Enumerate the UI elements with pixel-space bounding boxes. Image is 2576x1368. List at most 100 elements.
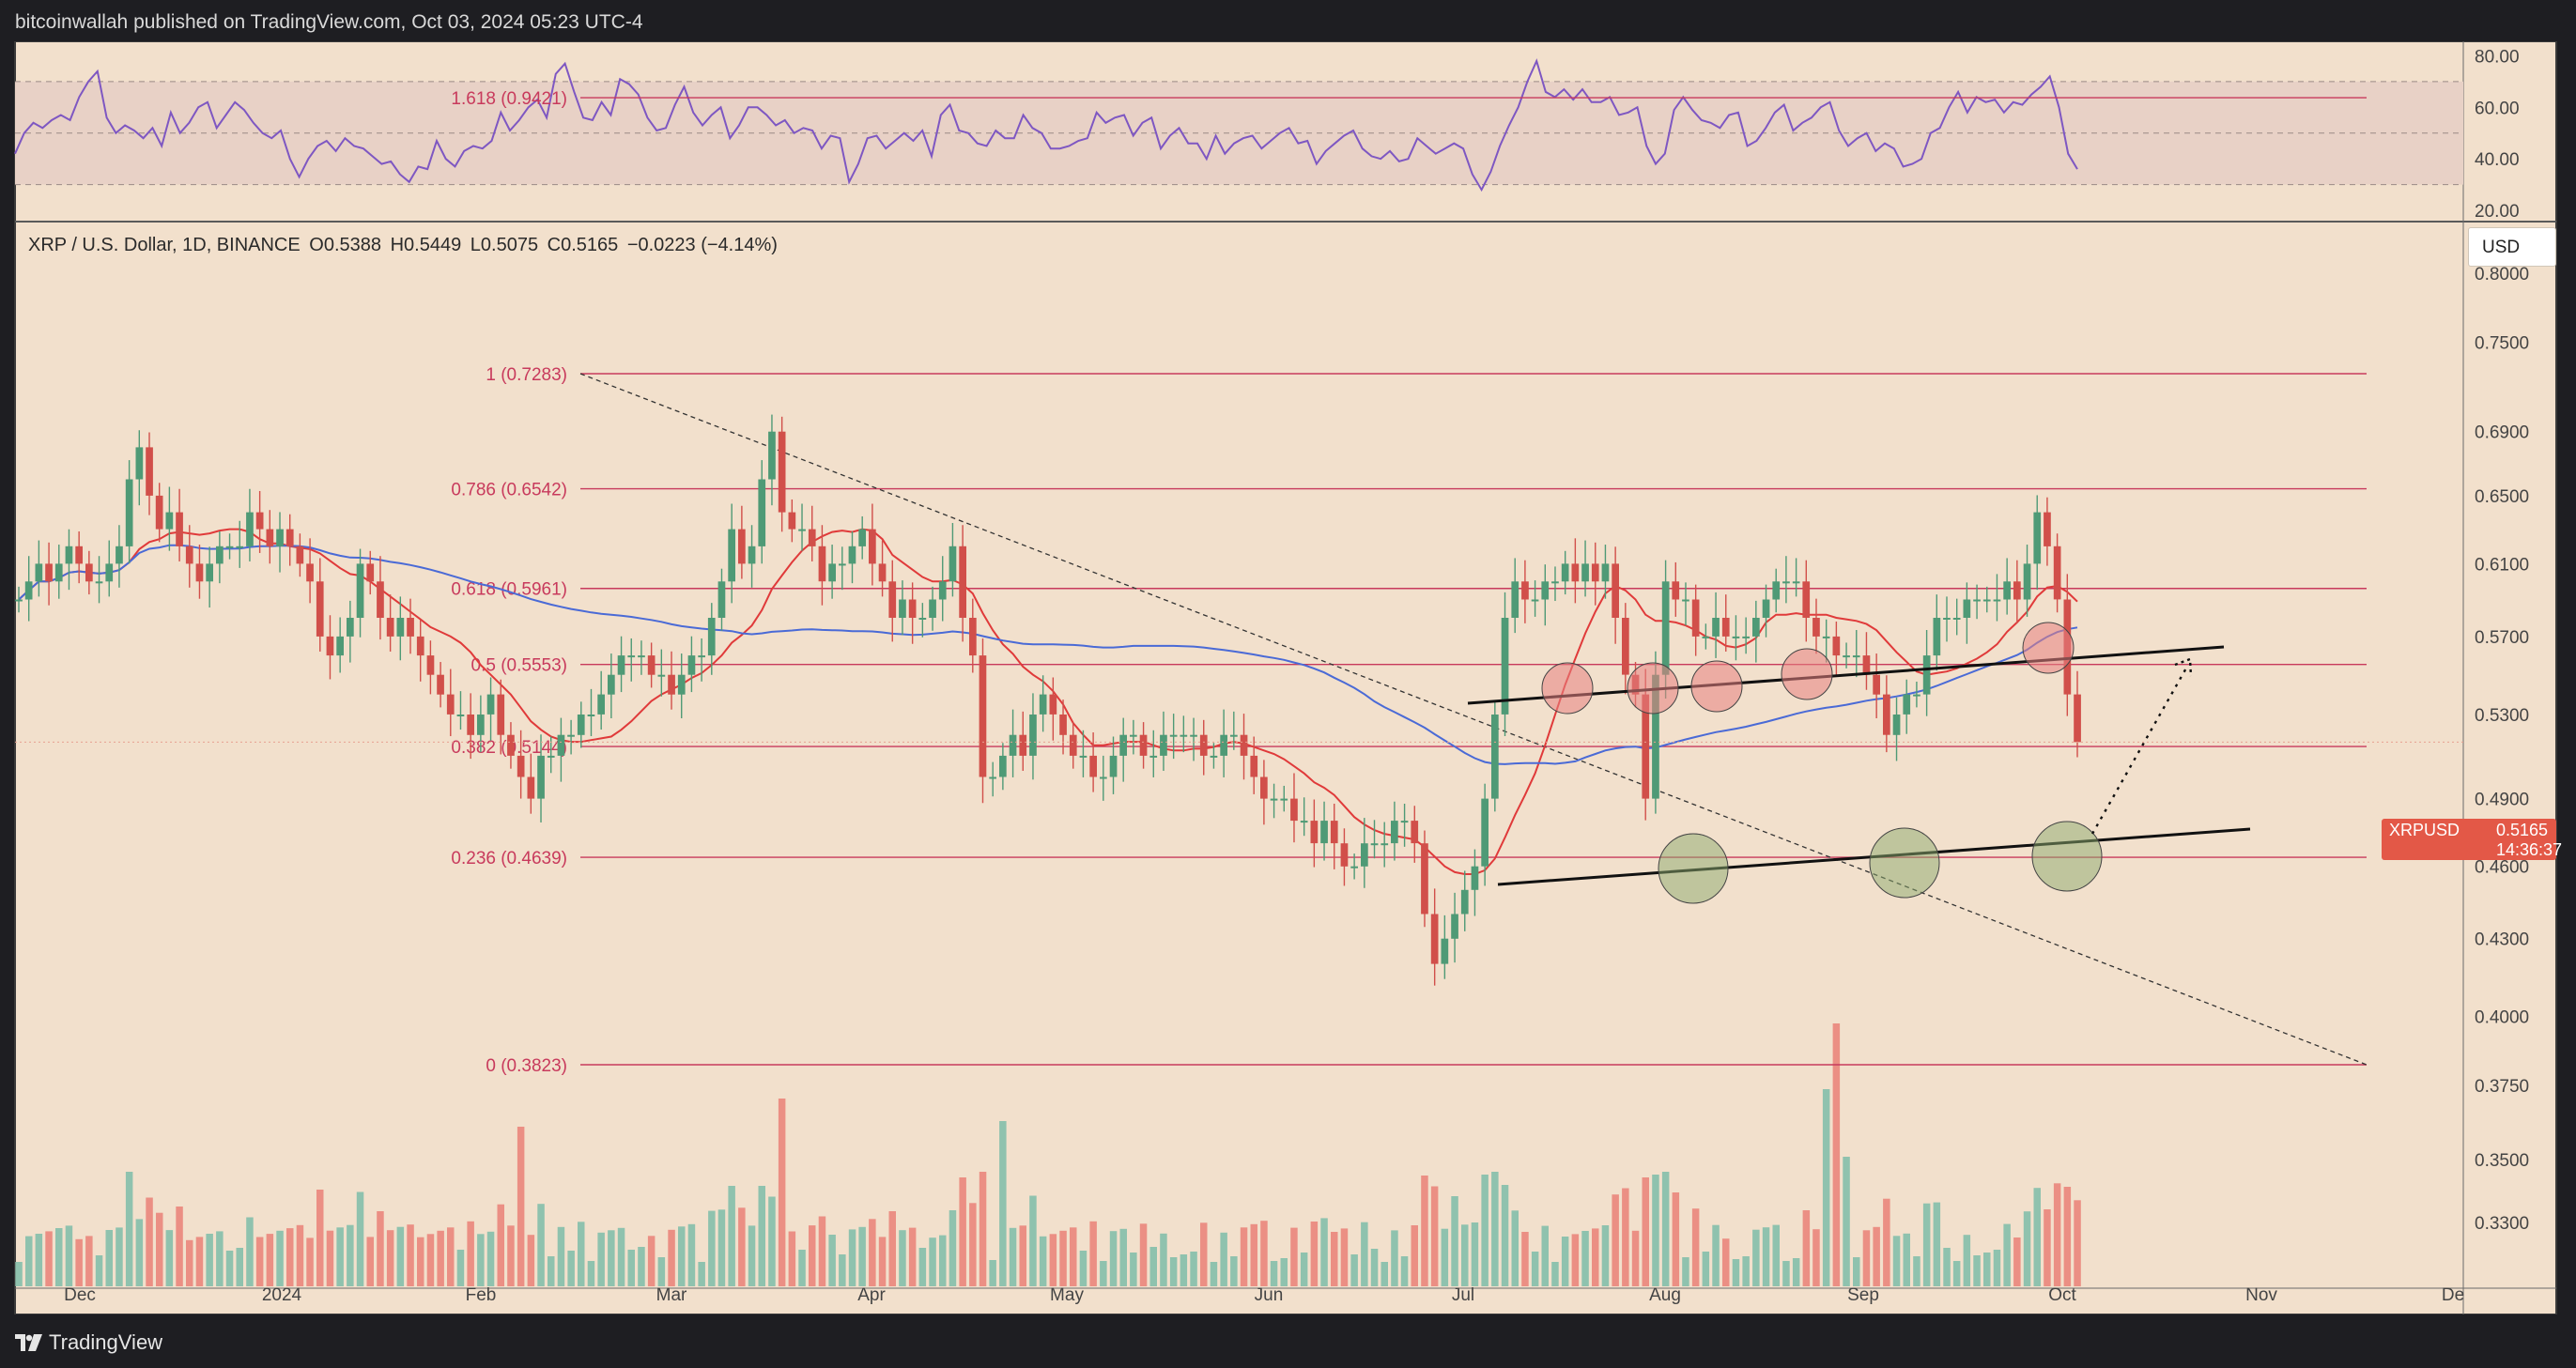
volume-bar bbox=[135, 1219, 144, 1286]
volume-bar bbox=[798, 1250, 806, 1286]
time-tick-label: Jun bbox=[1255, 1285, 1284, 1305]
candle-up bbox=[24, 581, 33, 600]
fib-level-label: 0.786 (0.6542) bbox=[451, 481, 567, 500]
candle-up bbox=[54, 563, 63, 582]
volume-bar bbox=[1702, 1252, 1710, 1286]
candle-down bbox=[647, 655, 656, 675]
candle-up bbox=[105, 563, 114, 582]
candle-up bbox=[929, 599, 936, 618]
tradingview-logo[interactable]: TradingView bbox=[15, 1330, 162, 1355]
candle-up bbox=[1822, 636, 1830, 638]
candle-down bbox=[426, 655, 435, 675]
chart-canvas[interactable]: 80.00 60.00 40.00 20.00 1.618 (0.9421) 1 (0.7… bbox=[0, 41, 2576, 1314]
volume-bar bbox=[65, 1225, 73, 1286]
candle-up bbox=[1943, 618, 1951, 620]
volume-bar bbox=[1039, 1236, 1047, 1286]
currency-button[interactable]: USD bbox=[2468, 227, 2556, 267]
candle-up bbox=[1130, 734, 1137, 737]
candle-down bbox=[1521, 581, 1529, 600]
time-tick-label: Nov bbox=[2245, 1285, 2277, 1305]
volume-bar bbox=[45, 1231, 53, 1286]
volume-bar bbox=[225, 1251, 234, 1286]
candle-down bbox=[1421, 843, 1428, 915]
candle-up bbox=[1732, 636, 1740, 638]
candle-up bbox=[1903, 694, 1911, 715]
volume-bar bbox=[708, 1210, 716, 1286]
candle-up bbox=[1933, 618, 1941, 656]
candle-down bbox=[1049, 694, 1057, 715]
volume-bar bbox=[2023, 1211, 2031, 1286]
volume-bar bbox=[1762, 1227, 1770, 1286]
candle-down bbox=[285, 529, 294, 546]
candle-up bbox=[828, 563, 836, 582]
candle-up bbox=[1531, 599, 1539, 602]
price-tick-label: 0.3300 bbox=[2475, 1214, 2529, 1234]
volume-bar bbox=[1722, 1238, 1730, 1286]
volume-bar bbox=[1802, 1210, 1811, 1286]
candle-up bbox=[1702, 636, 1710, 638]
volume-bar bbox=[1541, 1225, 1549, 1286]
candle-down bbox=[1622, 618, 1629, 675]
candle-up bbox=[627, 655, 636, 658]
volume-bar bbox=[186, 1239, 193, 1286]
volume-bar bbox=[678, 1226, 686, 1286]
candle-up bbox=[1963, 599, 1971, 618]
volume-bar bbox=[105, 1230, 113, 1286]
candle-down bbox=[1240, 734, 1248, 756]
candle-down bbox=[1069, 734, 1077, 756]
volume-bar bbox=[55, 1228, 63, 1286]
candle-up bbox=[1350, 866, 1358, 868]
candle-down bbox=[969, 618, 977, 656]
volume-bar bbox=[1169, 1257, 1178, 1286]
published-header: bitcoinwallah published on TradingView.c… bbox=[15, 11, 643, 33]
candle-down bbox=[1340, 843, 1349, 867]
candle-up bbox=[717, 581, 726, 618]
candle-up bbox=[1361, 843, 1368, 867]
volume-bar bbox=[1592, 1228, 1599, 1286]
volume-bar bbox=[1370, 1249, 1379, 1286]
candle-up bbox=[1652, 674, 1659, 799]
volume-bar bbox=[1772, 1224, 1780, 1286]
volume-bar bbox=[1892, 1236, 1901, 1286]
volume-bar bbox=[638, 1247, 645, 1286]
volume-bar bbox=[1200, 1222, 1208, 1286]
candle-up bbox=[216, 546, 224, 564]
candle-down bbox=[1612, 563, 1619, 618]
volume-bar bbox=[216, 1231, 224, 1286]
volume-bar bbox=[1822, 1089, 1830, 1286]
volume-bar bbox=[286, 1228, 294, 1286]
candle-up bbox=[687, 655, 696, 675]
volume-bar bbox=[1983, 1253, 1991, 1286]
price-tick-label: 0.6500 bbox=[2475, 487, 2529, 507]
candle-up bbox=[1712, 618, 1720, 637]
candle-up bbox=[839, 563, 846, 566]
volume-bar bbox=[657, 1257, 666, 1286]
candle-up bbox=[336, 636, 344, 656]
volume-bar bbox=[1009, 1227, 1017, 1286]
price-tick-label: 0.3750 bbox=[2475, 1077, 2529, 1097]
candle-up bbox=[1280, 798, 1288, 801]
candle-up bbox=[1471, 866, 1479, 890]
candle-up bbox=[1230, 734, 1238, 737]
candle-down bbox=[869, 529, 876, 564]
volume-bar bbox=[236, 1248, 243, 1286]
volume-bar bbox=[1622, 1188, 1629, 1286]
volume-bar bbox=[497, 1204, 504, 1286]
volume-bar bbox=[748, 1225, 756, 1286]
candle-up bbox=[1601, 563, 1610, 582]
candle-down bbox=[366, 563, 375, 582]
volume-bar bbox=[828, 1235, 836, 1286]
candle-down bbox=[1672, 581, 1680, 600]
fib-level-label: 0.5 (0.5553) bbox=[471, 656, 567, 676]
candle-down bbox=[1721, 618, 1730, 637]
symbol-legend: XRP / U.S. Dollar, 1D, BINANCE O0.5388 H… bbox=[28, 235, 781, 256]
candle-down bbox=[75, 546, 83, 564]
time-tick-label: Mar bbox=[656, 1285, 687, 1305]
volume-bar bbox=[1260, 1221, 1268, 1286]
candle-down bbox=[296, 546, 304, 564]
candle-down bbox=[788, 512, 796, 530]
volume-bar bbox=[929, 1237, 936, 1286]
candle-down bbox=[45, 563, 53, 582]
volume-bar bbox=[276, 1230, 284, 1286]
volume-bar bbox=[2063, 1187, 2072, 1286]
